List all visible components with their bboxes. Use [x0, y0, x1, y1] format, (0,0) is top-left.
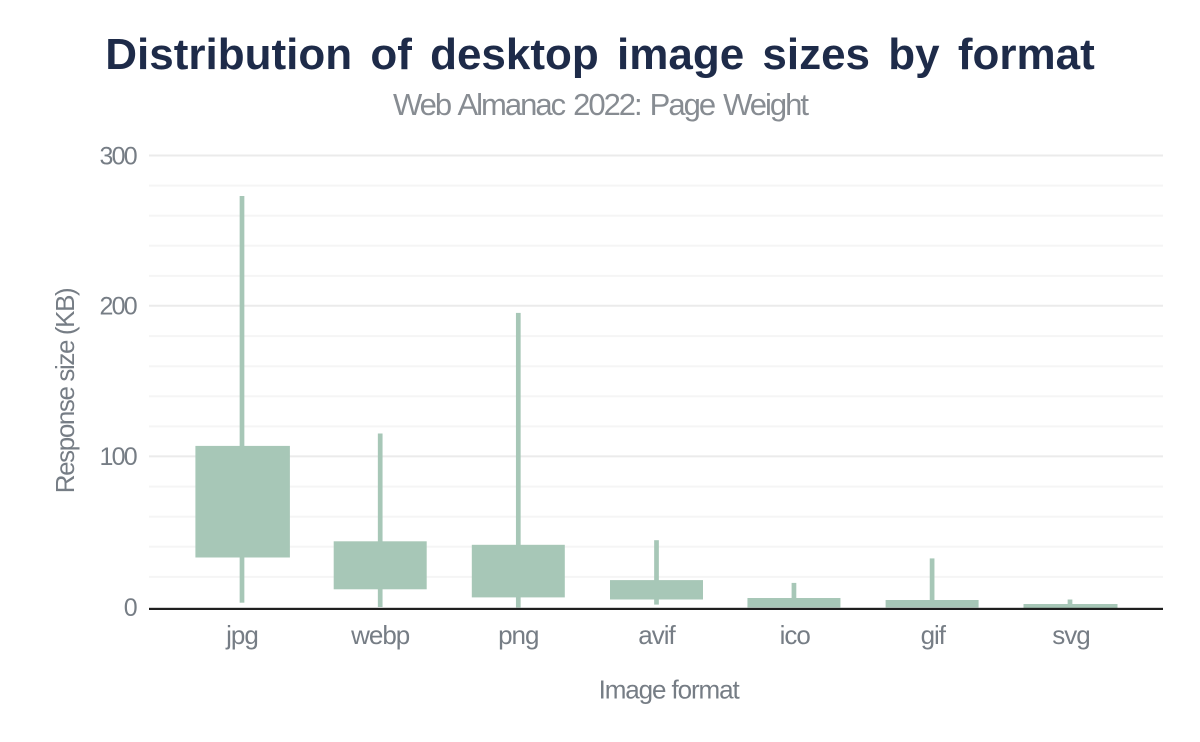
svg-text:Image format: Image format — [599, 674, 741, 704]
svg-text:200: 200 — [99, 293, 136, 321]
svg-text:jpg: jpg — [225, 620, 258, 650]
svg-text:avif: avif — [638, 620, 676, 650]
svg-text:Distribution of desktop image: Distribution of desktop image sizes by f… — [105, 30, 1095, 79]
svg-text:Response size (KB): Response size (KB) — [50, 288, 80, 493]
svg-text:png: png — [498, 620, 538, 650]
svg-text:webp: webp — [350, 620, 410, 650]
svg-text:ico: ico — [780, 620, 811, 650]
svg-text:gif: gif — [921, 620, 947, 650]
svg-text:Web Almanac 2022: Page Weight: Web Almanac 2022: Page Weight — [393, 87, 809, 122]
svg-text:0: 0 — [124, 594, 137, 622]
svg-text:300: 300 — [99, 142, 136, 170]
svg-text:svg: svg — [1052, 620, 1089, 650]
svg-text:100: 100 — [99, 443, 136, 471]
